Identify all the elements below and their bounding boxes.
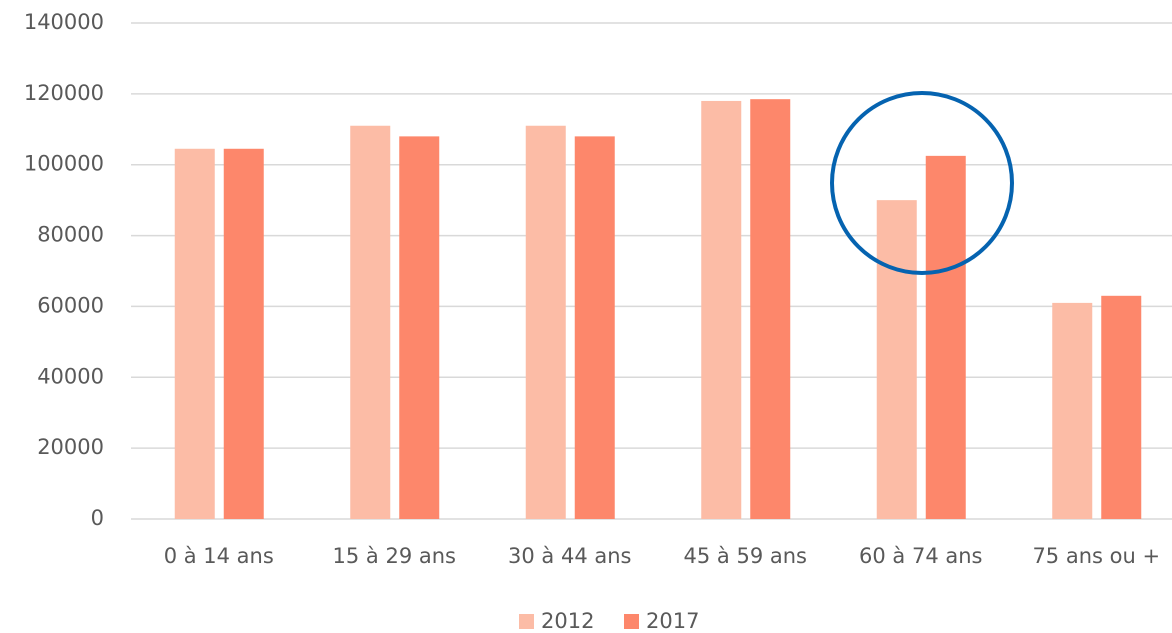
x-tick-label: 15 à 29 ans — [333, 544, 456, 568]
bar — [925, 155, 966, 519]
bar — [876, 200, 917, 519]
x-tick-label: 0 à 14 ans — [164, 544, 274, 568]
legend-swatch — [624, 614, 639, 629]
bar — [750, 99, 791, 520]
y-tick-label: 120000 — [24, 81, 104, 105]
x-tick-label: 75 ans ou + — [1032, 544, 1160, 568]
legend-swatch — [519, 614, 534, 629]
bar — [350, 125, 391, 519]
highlight-circle — [830, 91, 1014, 275]
bar — [1052, 302, 1093, 519]
bar — [1101, 295, 1142, 519]
legend-label: 2017 — [646, 609, 699, 633]
legend-label: 2012 — [541, 609, 594, 633]
y-tick-label: 100000 — [24, 152, 104, 176]
bar — [399, 136, 440, 519]
y-tick-label: 80000 — [37, 223, 104, 247]
y-tick-label: 40000 — [37, 364, 104, 388]
x-tick-label: 30 à 44 ans — [508, 544, 631, 568]
bar — [174, 148, 215, 519]
y-tick-label: 20000 — [37, 435, 104, 459]
bar — [223, 148, 264, 519]
x-tick-label: 45 à 59 ans — [684, 544, 807, 568]
y-tick-label: 0 — [91, 506, 104, 530]
y-tick-label: 140000 — [24, 10, 104, 34]
bar — [574, 136, 615, 519]
x-tick-label: 60 à 74 ans — [859, 544, 982, 568]
bar — [701, 100, 742, 519]
y-tick-label: 60000 — [37, 293, 104, 317]
bar — [525, 125, 566, 519]
